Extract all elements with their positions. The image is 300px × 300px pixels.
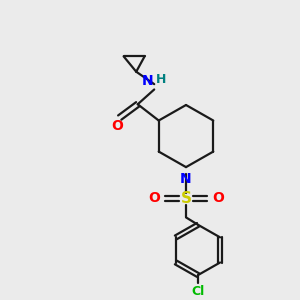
Text: O: O: [148, 191, 160, 205]
Text: N: N: [180, 172, 192, 186]
Text: Cl: Cl: [191, 284, 205, 298]
Text: N: N: [142, 74, 154, 88]
Text: O: O: [111, 119, 123, 133]
Text: S: S: [181, 191, 191, 206]
Text: H: H: [156, 73, 166, 86]
Text: O: O: [212, 191, 224, 205]
